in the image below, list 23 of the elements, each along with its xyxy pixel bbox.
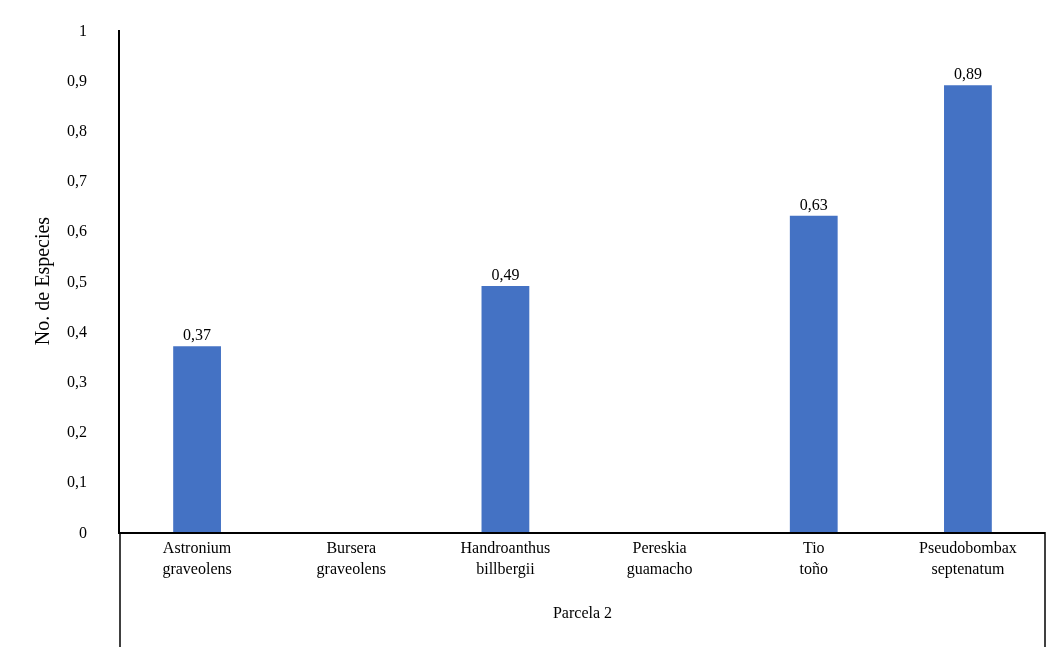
- y-tick-label: 0: [79, 523, 88, 541]
- y-tick-label: 0,3: [67, 373, 88, 390]
- data-label: 0,49: [491, 266, 520, 284]
- data-label: 0,63: [799, 195, 828, 213]
- y-tick-label: 0,9: [67, 71, 88, 89]
- y-tick-label: 1: [79, 21, 88, 39]
- x-tick-label: Bursera graveolens: [316, 538, 386, 578]
- y-tick-label: 0,1: [67, 473, 88, 491]
- y-tick-label: 0,6: [67, 222, 88, 240]
- x-axis-title: Parcela 2: [552, 603, 613, 621]
- x-tick-label: Pseudobombax septenatum: [919, 538, 1017, 578]
- x-tick-label: Astronium graveolens: [162, 538, 232, 578]
- x-tick-label: Tio toño: [799, 538, 828, 577]
- x-tick-label: Pereskia guamacho: [626, 538, 693, 578]
- y-axis-title: No. de Especies: [31, 216, 55, 346]
- y-tick-label: 0,4: [67, 322, 88, 340]
- data-label: 0,37: [183, 326, 212, 344]
- data-label: 0,89: [953, 65, 982, 83]
- y-tick-label: 0,5: [67, 272, 88, 290]
- x-tick-label: Handroanthus billbergii: [460, 538, 551, 578]
- y-tick-label: 0,7: [67, 172, 88, 190]
- y-tick-label: 0,2: [67, 423, 88, 441]
- y-tick-label: 0,8: [67, 122, 88, 139]
